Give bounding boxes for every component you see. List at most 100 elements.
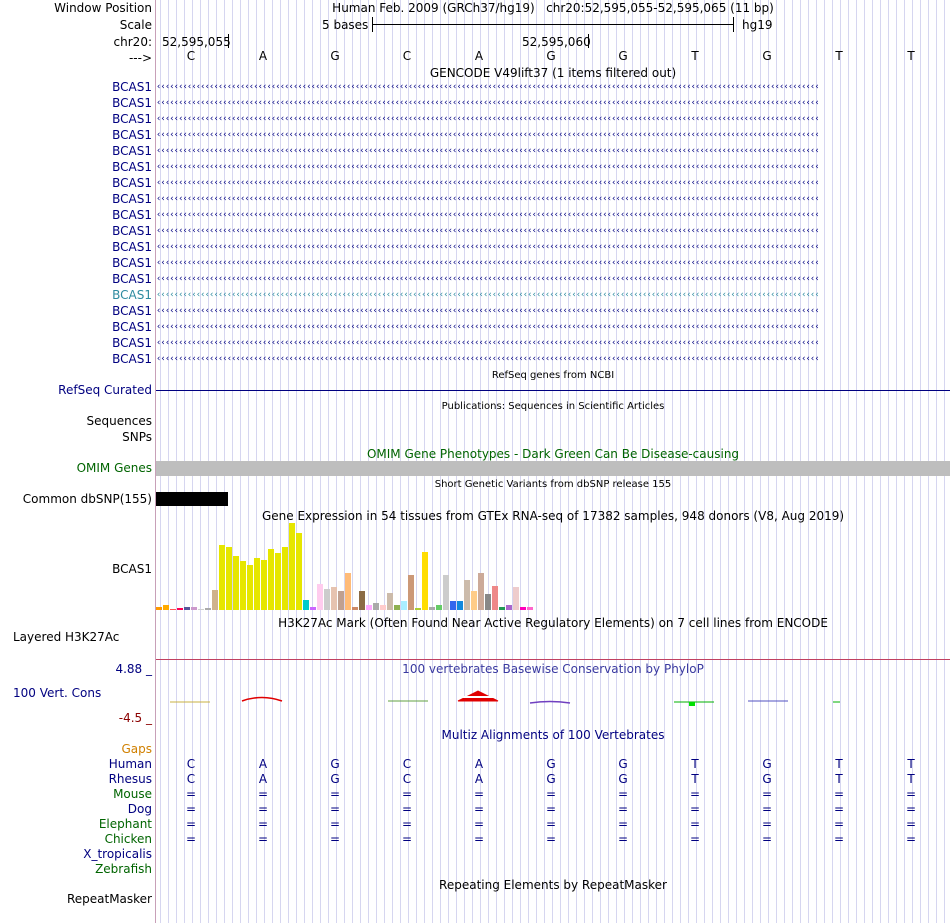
gencode-gene-label[interactable]: BCAS1: [112, 336, 152, 350]
gtex-tissue-bar[interactable]: [366, 605, 372, 610]
species-label[interactable]: Zebrafish: [95, 862, 152, 876]
omim-genes-label[interactable]: OMIM Genes: [76, 461, 152, 475]
common-dbsnp-label[interactable]: Common dbSNP(155): [22, 492, 152, 506]
gencode-transcript[interactable]: ‹‹‹‹‹‹‹‹‹‹‹‹‹‹‹‹‹‹‹‹‹‹‹‹‹‹‹‹‹‹‹‹‹‹‹‹‹‹‹‹…: [156, 323, 820, 332]
gencode-gene-label[interactable]: BCAS1: [112, 80, 152, 94]
vert-cons-label[interactable]: 100 Vert. Cons: [13, 686, 102, 700]
gencode-gene-label[interactable]: BCAS1: [112, 224, 152, 238]
gtex-tissue-bar[interactable]: [527, 607, 533, 610]
gtex-tissue-bar[interactable]: [205, 608, 211, 610]
gencode-transcript[interactable]: ‹‹‹‹‹‹‹‹‹‹‹‹‹‹‹‹‹‹‹‹‹‹‹‹‹‹‹‹‹‹‹‹‹‹‹‹‹‹‹‹…: [156, 291, 820, 300]
omim-title[interactable]: OMIM Gene Phenotypes - Dark Green Can Be…: [366, 447, 740, 461]
layered-h3k27ac-label[interactable]: Layered H3K27Ac: [13, 630, 120, 644]
gtex-tissue-bar[interactable]: [233, 556, 239, 610]
gencode-transcript[interactable]: ‹‹‹‹‹‹‹‹‹‹‹‹‹‹‹‹‹‹‹‹‹‹‹‹‹‹‹‹‹‹‹‹‹‹‹‹‹‹‹‹…: [156, 115, 820, 124]
omim-bar[interactable]: [156, 461, 950, 476]
gencode-gene-label[interactable]: BCAS1: [112, 256, 152, 270]
gtex-tissue-bar[interactable]: [450, 601, 456, 610]
gencode-transcript[interactable]: ‹‹‹‹‹‹‹‹‹‹‹‹‹‹‹‹‹‹‹‹‹‹‹‹‹‹‹‹‹‹‹‹‹‹‹‹‹‹‹‹…: [156, 163, 820, 172]
gencode-transcript[interactable]: ‹‹‹‹‹‹‹‹‹‹‹‹‹‹‹‹‹‹‹‹‹‹‹‹‹‹‹‹‹‹‹‹‹‹‹‹‹‹‹‹…: [156, 307, 820, 316]
gtex-tissue-bar[interactable]: [478, 573, 484, 610]
gtex-tissue-bar[interactable]: [226, 547, 232, 610]
gencode-gene-label[interactable]: BCAS1: [112, 240, 152, 254]
gtex-tissue-bar[interactable]: [275, 553, 281, 610]
gencode-transcript[interactable]: ‹‹‹‹‹‹‹‹‹‹‹‹‹‹‹‹‹‹‹‹‹‹‹‹‹‹‹‹‹‹‹‹‹‹‹‹‹‹‹‹…: [156, 275, 820, 284]
gtex-tissue-bar[interactable]: [373, 603, 379, 610]
gtex-tissue-bar[interactable]: [443, 575, 449, 610]
species-label[interactable]: Mouse: [113, 787, 152, 801]
gtex-tissue-bar[interactable]: [240, 561, 246, 610]
gencode-transcript[interactable]: ‹‹‹‹‹‹‹‹‹‹‹‹‹‹‹‹‹‹‹‹‹‹‹‹‹‹‹‹‹‹‹‹‹‹‹‹‹‹‹‹…: [156, 259, 820, 268]
gtex-tissue-bar[interactable]: [464, 580, 470, 610]
phylop-title[interactable]: 100 vertebrates Basewise Conservation by…: [402, 662, 704, 676]
gtex-tissue-bar[interactable]: [492, 586, 498, 610]
species-label[interactable]: Elephant: [98, 817, 152, 831]
gtex-tissue-bar[interactable]: [499, 607, 505, 610]
gtex-tissue-bar[interactable]: [247, 565, 253, 610]
gtex-tissue-bar[interactable]: [198, 609, 204, 610]
species-label[interactable]: Human: [108, 757, 152, 771]
gencode-transcript[interactable]: ‹‹‹‹‹‹‹‹‹‹‹‹‹‹‹‹‹‹‹‹‹‹‹‹‹‹‹‹‹‹‹‹‹‹‹‹‹‹‹‹…: [156, 179, 820, 188]
gtex-tissue-bar[interactable]: [513, 587, 519, 610]
gtex-tissue-bar[interactable]: [310, 607, 316, 610]
gtex-tissue-bar[interactable]: [506, 605, 512, 610]
species-label[interactable]: Rhesus: [108, 772, 152, 786]
gtex-tissue-bar[interactable]: [191, 607, 197, 610]
publications-title[interactable]: Publications: Sequences in Scientific Ar…: [441, 401, 665, 412]
gtex-tissue-bar[interactable]: [387, 593, 393, 610]
species-label[interactable]: Dog: [127, 802, 152, 816]
gencode-transcript[interactable]: ‹‹‹‹‹‹‹‹‹‹‹‹‹‹‹‹‹‹‹‹‹‹‹‹‹‹‹‹‹‹‹‹‹‹‹‹‹‹‹‹…: [156, 147, 820, 156]
browser-image-panel[interactable]: Human Feb. 2009 (GRCh37/hg19) chr20:52,5…: [156, 0, 950, 923]
gtex-tissue-bar[interactable]: [408, 575, 414, 610]
gtex-bar-chart[interactable]: [156, 523, 950, 610]
multiz-title[interactable]: Multiz Alignments of 100 Vertebrates: [441, 728, 665, 742]
dbsnp-title[interactable]: Short Genetic Variants from dbSNP releas…: [434, 479, 672, 490]
gencode-gene-label[interactable]: BCAS1: [112, 208, 152, 222]
gencode-gene-label[interactable]: BCAS1: [112, 304, 152, 318]
gtex-tissue-bar[interactable]: [170, 609, 176, 610]
gtex-tissue-bar[interactable]: [401, 601, 407, 610]
gencode-transcript[interactable]: ‹‹‹‹‹‹‹‹‹‹‹‹‹‹‹‹‹‹‹‹‹‹‹‹‹‹‹‹‹‹‹‹‹‹‹‹‹‹‹‹…: [156, 227, 820, 236]
gtex-tissue-bar[interactable]: [520, 607, 526, 610]
gencode-transcript[interactable]: ‹‹‹‹‹‹‹‹‹‹‹‹‹‹‹‹‹‹‹‹‹‹‹‹‹‹‹‹‹‹‹‹‹‹‹‹‹‹‹‹…: [156, 131, 820, 140]
gencode-transcript[interactable]: ‹‹‹‹‹‹‹‹‹‹‹‹‹‹‹‹‹‹‹‹‹‹‹‹‹‹‹‹‹‹‹‹‹‹‹‹‹‹‹‹…: [156, 355, 820, 364]
gtex-tissue-bar[interactable]: [394, 605, 400, 610]
gtex-tissue-bar[interactable]: [485, 594, 491, 610]
gencode-gene-label[interactable]: BCAS1: [112, 128, 152, 142]
repeatmasker-label[interactable]: RepeatMasker: [66, 892, 152, 906]
gtex-gene-label[interactable]: BCAS1: [112, 562, 152, 576]
gtex-tissue-bar[interactable]: [184, 607, 190, 610]
gencode-gene-label[interactable]: BCAS1: [112, 96, 152, 110]
gencode-transcript[interactable]: ‹‹‹‹‹‹‹‹‹‹‹‹‹‹‹‹‹‹‹‹‹‹‹‹‹‹‹‹‹‹‹‹‹‹‹‹‹‹‹‹…: [156, 83, 820, 92]
gencode-transcript[interactable]: ‹‹‹‹‹‹‹‹‹‹‹‹‹‹‹‹‹‹‹‹‹‹‹‹‹‹‹‹‹‹‹‹‹‹‹‹‹‹‹‹…: [156, 99, 820, 108]
gencode-gene-label[interactable]: BCAS1: [112, 320, 152, 334]
gtex-tissue-bar[interactable]: [261, 560, 267, 610]
gtex-tissue-bar[interactable]: [457, 601, 463, 610]
gtex-tissue-bar[interactable]: [380, 605, 386, 610]
gencode-gene-label[interactable]: BCAS1: [112, 288, 152, 302]
gtex-tissue-bar[interactable]: [436, 605, 442, 610]
gtex-tissue-bar[interactable]: [282, 547, 288, 610]
snps-label[interactable]: SNPs: [122, 430, 152, 444]
gencode-transcript[interactable]: ‹‹‹‹‹‹‹‹‹‹‹‹‹‹‹‹‹‹‹‹‹‹‹‹‹‹‹‹‹‹‹‹‹‹‹‹‹‹‹‹…: [156, 243, 820, 252]
sequences-label[interactable]: Sequences: [86, 414, 152, 428]
gtex-tissue-bar[interactable]: [317, 584, 323, 610]
gencode-gene-label[interactable]: BCAS1: [112, 352, 152, 366]
gtex-tissue-bar[interactable]: [359, 591, 365, 610]
h3k27ac-title[interactable]: H3K27Ac Mark (Often Found Near Active Re…: [278, 616, 828, 630]
gencode-transcript[interactable]: ‹‹‹‹‹‹‹‹‹‹‹‹‹‹‹‹‹‹‹‹‹‹‹‹‹‹‹‹‹‹‹‹‹‹‹‹‹‹‹‹…: [156, 195, 820, 204]
species-label[interactable]: X_tropicalis: [83, 847, 152, 861]
gtex-tissue-bar[interactable]: [352, 607, 358, 610]
species-label[interactable]: Chicken: [104, 832, 152, 846]
gtex-tissue-bar[interactable]: [296, 533, 302, 610]
gtex-tissue-bar[interactable]: [415, 608, 421, 610]
gtex-tissue-bar[interactable]: [163, 605, 169, 610]
gtex-tissue-bar[interactable]: [177, 608, 183, 610]
gencode-gene-label[interactable]: BCAS1: [112, 272, 152, 286]
refseq-gene-line[interactable]: [156, 390, 950, 391]
gtex-tissue-bar[interactable]: [289, 523, 295, 610]
phylop-graph[interactable]: [156, 684, 950, 714]
gencode-gene-label[interactable]: BCAS1: [112, 192, 152, 206]
repeatmasker-title[interactable]: Repeating Elements by RepeatMasker: [439, 878, 667, 892]
gencode-title[interactable]: GENCODE V49lift37 (1 items filtered out): [429, 66, 677, 80]
